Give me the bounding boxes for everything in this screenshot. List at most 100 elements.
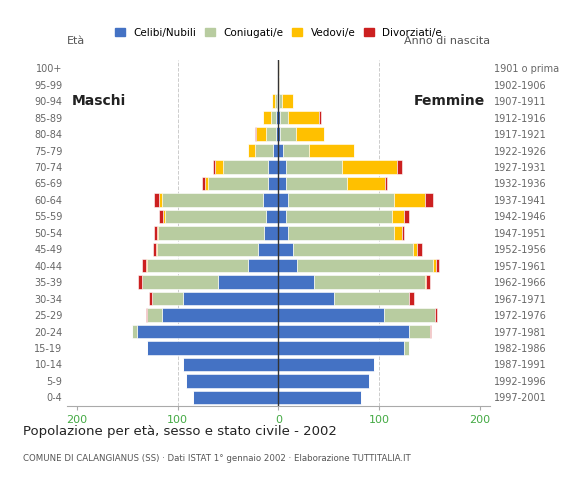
Bar bbox=[160, 210, 164, 223]
Bar bbox=[263, 111, 271, 124]
Bar bbox=[425, 276, 426, 289]
Bar bbox=[403, 226, 404, 240]
Bar bbox=[288, 111, 319, 124]
Bar bbox=[296, 127, 324, 141]
Bar bbox=[409, 292, 415, 305]
Bar bbox=[154, 226, 157, 240]
Bar bbox=[266, 127, 277, 141]
Bar bbox=[433, 259, 436, 273]
Bar bbox=[296, 259, 433, 273]
Bar bbox=[278, 78, 280, 91]
Bar bbox=[147, 341, 278, 355]
Bar bbox=[278, 127, 280, 141]
Bar bbox=[404, 210, 409, 223]
Bar bbox=[284, 144, 309, 157]
Bar bbox=[278, 111, 280, 124]
Bar bbox=[392, 210, 404, 223]
Bar bbox=[278, 259, 296, 273]
Bar bbox=[153, 292, 183, 305]
Bar bbox=[183, 358, 278, 371]
Bar bbox=[273, 95, 275, 108]
Text: Maschi: Maschi bbox=[72, 94, 126, 108]
Bar bbox=[278, 144, 284, 157]
Bar bbox=[154, 193, 160, 206]
Bar bbox=[142, 259, 146, 273]
Bar bbox=[309, 144, 354, 157]
Bar bbox=[278, 160, 287, 174]
Text: Femmine: Femmine bbox=[414, 94, 485, 108]
Bar bbox=[278, 374, 369, 388]
Bar bbox=[157, 226, 158, 240]
Bar bbox=[384, 308, 434, 322]
Bar bbox=[334, 292, 409, 305]
Bar bbox=[347, 177, 385, 190]
Bar bbox=[132, 325, 137, 338]
Legend: Celibi/Nubili, Coniugati/e, Vedovi/e, Divorziati/e: Celibi/Nubili, Coniugati/e, Vedovi/e, Di… bbox=[111, 24, 446, 42]
Bar bbox=[215, 160, 223, 174]
Bar bbox=[165, 210, 266, 223]
Bar bbox=[138, 276, 142, 289]
Bar bbox=[223, 160, 269, 174]
Bar bbox=[278, 177, 287, 190]
Bar bbox=[292, 242, 414, 256]
Bar bbox=[280, 127, 296, 141]
Bar bbox=[385, 177, 387, 190]
Bar bbox=[137, 325, 278, 338]
Bar bbox=[258, 242, 278, 256]
Bar bbox=[287, 177, 347, 190]
Bar bbox=[162, 193, 263, 206]
Bar bbox=[255, 127, 256, 141]
Bar bbox=[414, 242, 416, 256]
Bar bbox=[146, 259, 147, 273]
Bar bbox=[276, 95, 277, 108]
Text: COMUNE DI CALANGIANUS (SS) · Dati ISTAT 1° gennaio 2002 · Elaborazione TUTTITALI: COMUNE DI CALANGIANUS (SS) · Dati ISTAT … bbox=[23, 454, 411, 463]
Bar bbox=[278, 95, 280, 108]
Bar bbox=[146, 308, 147, 322]
Bar bbox=[277, 111, 278, 124]
Bar bbox=[150, 292, 153, 305]
Bar bbox=[263, 193, 278, 206]
Bar bbox=[278, 276, 314, 289]
Bar bbox=[278, 193, 288, 206]
Bar bbox=[416, 242, 422, 256]
Bar bbox=[269, 160, 278, 174]
Bar bbox=[248, 144, 255, 157]
Text: Età: Età bbox=[67, 36, 85, 46]
Bar bbox=[278, 292, 334, 305]
Bar bbox=[394, 226, 403, 240]
Bar bbox=[266, 210, 278, 223]
Bar bbox=[205, 177, 208, 190]
Bar bbox=[287, 160, 342, 174]
Bar bbox=[256, 127, 266, 141]
Bar bbox=[278, 61, 280, 75]
Bar bbox=[280, 95, 282, 108]
Bar bbox=[248, 259, 278, 273]
Bar bbox=[394, 193, 425, 206]
Bar bbox=[153, 242, 157, 256]
Text: Anno di nascita: Anno di nascita bbox=[404, 36, 490, 46]
Bar bbox=[158, 226, 264, 240]
Bar bbox=[218, 276, 278, 289]
Bar bbox=[288, 193, 394, 206]
Bar bbox=[425, 193, 433, 206]
Bar bbox=[278, 210, 287, 223]
Bar bbox=[319, 111, 321, 124]
Bar bbox=[213, 160, 215, 174]
Bar bbox=[314, 276, 425, 289]
Bar bbox=[278, 341, 404, 355]
Bar bbox=[271, 111, 277, 124]
Bar bbox=[202, 177, 205, 190]
Bar bbox=[404, 341, 409, 355]
Bar bbox=[426, 276, 430, 289]
Bar bbox=[278, 391, 361, 404]
Bar bbox=[255, 144, 273, 157]
Bar bbox=[160, 193, 162, 206]
Bar bbox=[397, 160, 403, 174]
Bar bbox=[273, 144, 278, 157]
Bar bbox=[278, 226, 288, 240]
Bar bbox=[164, 210, 165, 223]
Bar bbox=[183, 292, 278, 305]
Bar bbox=[277, 95, 278, 108]
Bar bbox=[278, 308, 384, 322]
Bar bbox=[342, 160, 397, 174]
